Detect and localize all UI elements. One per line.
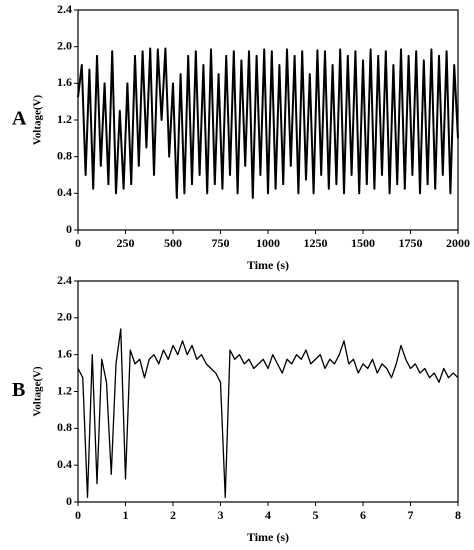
x-tick-label: 1250 xyxy=(304,236,328,250)
y-tick-label: 1.2 xyxy=(57,112,72,126)
plot-frame xyxy=(77,9,459,231)
y-tick-label: 2.0 xyxy=(57,310,72,324)
x-axis-label: Time (s) xyxy=(247,258,289,272)
y-tick-label: 1.2 xyxy=(57,383,72,397)
x-tick-label: 1750 xyxy=(399,236,423,250)
y-tick-label: 1.6 xyxy=(57,346,72,360)
y-tick-label: 2.4 xyxy=(57,2,72,16)
y-tick-label: 0 xyxy=(66,494,72,508)
data-line xyxy=(77,47,459,199)
x-tick-label: 8 xyxy=(455,508,461,522)
x-tick-label: 750 xyxy=(212,236,230,250)
x-tick-label: 3 xyxy=(218,508,224,522)
y-tick-label: 0.8 xyxy=(57,148,72,162)
y-tick-label: 2.0 xyxy=(57,38,72,52)
x-tick-label: 1 xyxy=(123,508,129,522)
x-tick-label: 7 xyxy=(408,508,414,522)
panel-label: B xyxy=(12,379,25,401)
x-tick-label: 1000 xyxy=(256,236,280,250)
y-tick-label: 2.4 xyxy=(57,273,72,287)
x-tick-label: 2000 xyxy=(446,236,470,250)
x-tick-label: 6 xyxy=(360,508,366,522)
x-tick-label: 0 xyxy=(75,508,81,522)
x-axis-label: Time (s) xyxy=(247,530,289,544)
x-tick-label: 2 xyxy=(170,508,176,522)
x-tick-label: 0 xyxy=(75,236,81,250)
data-line xyxy=(77,328,459,499)
y-tick-label: 0 xyxy=(66,222,72,236)
y-tick-label: 1.6 xyxy=(57,75,72,89)
y-axis-label: Voltage(V) xyxy=(32,95,44,146)
x-tick-label: 250 xyxy=(117,236,135,250)
y-tick-label: 0.4 xyxy=(57,185,72,199)
panel-label: A xyxy=(12,108,27,130)
x-tick-label: 5 xyxy=(313,508,319,522)
y-tick-label: 0.8 xyxy=(57,420,72,434)
x-tick-label: 500 xyxy=(164,236,182,250)
x-tick-label: 1500 xyxy=(351,236,375,250)
plot-frame xyxy=(77,280,459,503)
x-tick-label: 4 xyxy=(265,508,271,522)
y-axis-label: Voltage(V) xyxy=(32,366,44,417)
y-tick-label: 0.4 xyxy=(57,457,72,471)
